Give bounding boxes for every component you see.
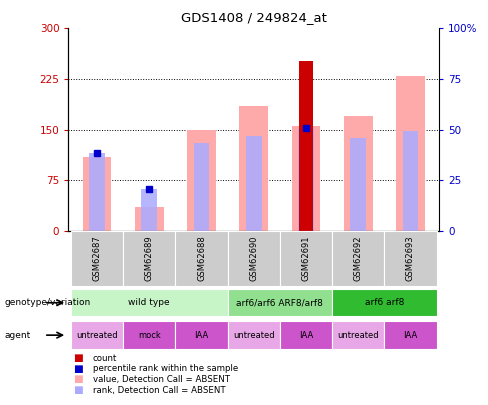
Bar: [227, 289, 332, 316]
Bar: [344, 116, 373, 231]
Text: GSM62690: GSM62690: [249, 235, 258, 281]
Text: arf6 arf8: arf6 arf8: [365, 298, 404, 307]
Bar: [300, 61, 312, 231]
Text: ■: ■: [73, 364, 83, 374]
Text: GSM62687: GSM62687: [93, 235, 102, 281]
Bar: [142, 189, 157, 231]
Bar: [187, 130, 216, 231]
Text: wild type: wild type: [128, 298, 170, 307]
Text: count: count: [93, 354, 117, 363]
Bar: [332, 322, 385, 349]
Text: IAA: IAA: [299, 330, 313, 340]
Bar: [332, 231, 385, 286]
Text: percentile rank within the sample: percentile rank within the sample: [93, 364, 238, 373]
Bar: [135, 207, 163, 231]
Text: rank, Detection Call = ABSENT: rank, Detection Call = ABSENT: [93, 386, 225, 394]
Text: GSM62688: GSM62688: [197, 235, 206, 281]
Text: arf6/arf6 ARF8/arf8: arf6/arf6 ARF8/arf8: [237, 298, 324, 307]
Bar: [292, 126, 320, 231]
Text: genotype/variation: genotype/variation: [5, 298, 91, 307]
Bar: [89, 153, 105, 231]
Bar: [385, 231, 437, 286]
Text: ■: ■: [73, 385, 83, 395]
Bar: [240, 106, 268, 231]
Text: IAA: IAA: [404, 330, 418, 340]
Bar: [194, 143, 209, 231]
Bar: [246, 136, 262, 231]
Bar: [71, 289, 227, 316]
Bar: [280, 322, 332, 349]
Text: GSM62692: GSM62692: [354, 235, 363, 281]
Bar: [71, 322, 123, 349]
Bar: [123, 322, 175, 349]
Bar: [123, 231, 175, 286]
Title: GDS1408 / 249824_at: GDS1408 / 249824_at: [181, 11, 326, 24]
Bar: [227, 322, 280, 349]
Text: GSM62693: GSM62693: [406, 235, 415, 281]
Bar: [82, 157, 111, 231]
Text: GSM62689: GSM62689: [145, 235, 154, 281]
Bar: [227, 231, 280, 286]
Bar: [175, 231, 227, 286]
Text: mock: mock: [138, 330, 161, 340]
Text: value, Detection Call = ABSENT: value, Detection Call = ABSENT: [93, 375, 230, 384]
Bar: [403, 131, 418, 231]
Text: ■: ■: [73, 354, 83, 363]
Text: untreated: untreated: [76, 330, 118, 340]
Bar: [298, 128, 314, 231]
Text: untreated: untreated: [337, 330, 379, 340]
Text: IAA: IAA: [194, 330, 209, 340]
Bar: [396, 76, 425, 231]
Bar: [350, 138, 366, 231]
Text: agent: agent: [5, 330, 31, 340]
Text: untreated: untreated: [233, 330, 275, 340]
Bar: [175, 322, 227, 349]
Text: GSM62691: GSM62691: [302, 235, 310, 281]
Bar: [385, 322, 437, 349]
Bar: [71, 231, 123, 286]
Text: ■: ■: [73, 375, 83, 384]
Bar: [332, 289, 437, 316]
Bar: [280, 231, 332, 286]
